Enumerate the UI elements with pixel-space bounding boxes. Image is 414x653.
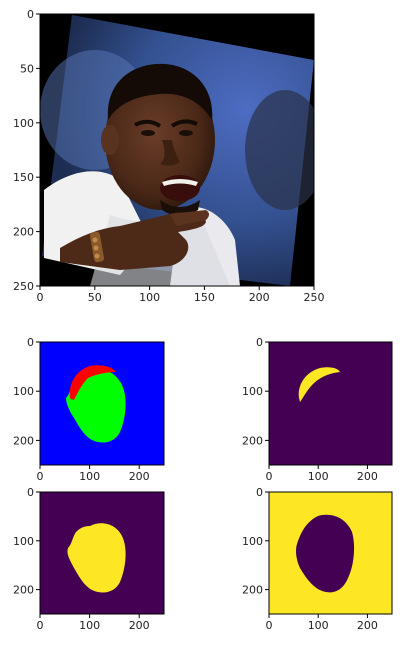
x-tick-label: 100 <box>308 619 329 632</box>
y-tick-label: 0 <box>27 8 34 21</box>
axes-ticks: 0 100 200 0 100 200 <box>242 486 378 632</box>
y-tick-label: 100 <box>13 117 34 130</box>
x-tick-label: 50 <box>88 291 102 304</box>
face-mask-panel: 0 100 200 0 100 200 <box>13 486 165 632</box>
axes-ticks: 0 100 200 0 100 200 <box>242 336 378 483</box>
y-tick-label: 100 <box>13 535 34 548</box>
hair-mask-background <box>269 342 392 465</box>
y-tick-label: 100 <box>242 535 263 548</box>
axes-frame <box>268 341 393 466</box>
y-tick-label: 200 <box>13 434 34 447</box>
x-tick-label: 0 <box>266 470 273 483</box>
y-tick-label: 100 <box>13 385 34 398</box>
axes-frame <box>268 491 393 615</box>
background-mask-panel: 0 100 200 0 100 200 <box>242 486 393 632</box>
y-tick-label: 250 <box>13 280 34 293</box>
x-tick-label: 150 <box>194 291 215 304</box>
y-tick-label: 100 <box>242 385 263 398</box>
x-tick-label: 0 <box>37 470 44 483</box>
y-tick-label: 150 <box>13 171 34 184</box>
x-tick-label: 100 <box>308 470 329 483</box>
x-tick-label: 200 <box>357 470 378 483</box>
rotated-photo <box>40 15 314 286</box>
axes-frame <box>39 491 165 615</box>
y-tick-label: 0 <box>27 486 34 499</box>
axes-ticks: 0 100 200 0 100 200 <box>13 486 150 632</box>
y-tick-label: 0 <box>256 336 263 349</box>
x-tick-label: 100 <box>79 619 100 632</box>
face-mask-region <box>67 523 126 593</box>
y-tick-label: 0 <box>256 486 263 499</box>
x-tick-label: 200 <box>129 470 150 483</box>
x-tick-label: 200 <box>129 619 150 632</box>
x-tick-label: 250 <box>304 291 325 304</box>
y-tick-label: 50 <box>20 62 34 75</box>
background-mask-head-region <box>296 514 355 593</box>
segmentation-hair-region <box>69 365 116 400</box>
hair-mask-region <box>298 367 340 402</box>
y-tick-label: 0 <box>27 336 34 349</box>
x-tick-label: 200 <box>249 291 270 304</box>
axes-frame <box>39 13 315 287</box>
x-tick-label: 100 <box>139 291 160 304</box>
segmentation-panel: 0 100 200 0 100 200 <box>13 336 165 483</box>
x-tick-label: 200 <box>357 619 378 632</box>
x-tick-label: 100 <box>79 470 100 483</box>
x-tick-label: 0 <box>266 619 273 632</box>
axes-ticks: 0 100 200 0 100 200 <box>13 336 150 483</box>
y-tick-label: 200 <box>13 226 34 239</box>
y-tick-label: 200 <box>242 434 263 447</box>
y-tick-label: 200 <box>13 584 34 597</box>
y-tick-label: 200 <box>242 584 263 597</box>
x-tick-label: 0 <box>37 619 44 632</box>
x-tick-label: 0 <box>37 291 44 304</box>
axes-frame <box>39 341 165 466</box>
hair-mask-panel: 0 100 200 0 100 200 <box>242 336 393 483</box>
